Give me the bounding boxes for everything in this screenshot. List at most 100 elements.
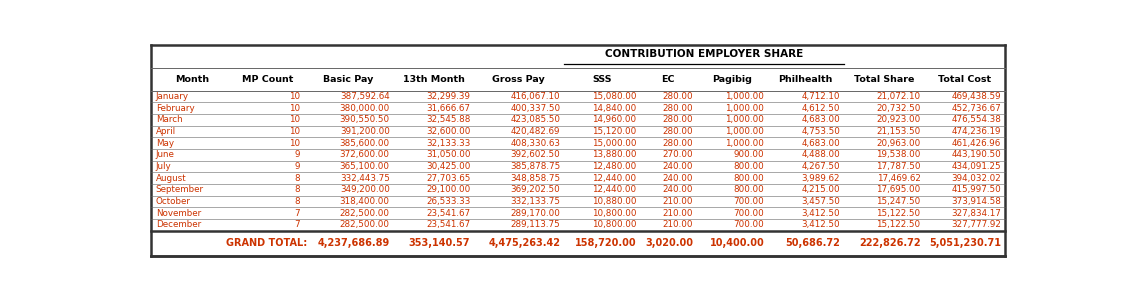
Text: 23,541.67: 23,541.67 [426,209,470,218]
Text: October: October [156,197,191,206]
Text: 4,215.00: 4,215.00 [801,185,840,195]
Text: 434,091.25: 434,091.25 [952,162,1002,171]
Text: EC: EC [661,75,675,84]
Text: 1,000.00: 1,000.00 [725,104,764,113]
Text: 17,469.62: 17,469.62 [876,174,920,183]
Text: 461,426.96: 461,426.96 [952,139,1002,148]
Text: 20,732.50: 20,732.50 [876,104,920,113]
Text: 240.00: 240.00 [662,174,693,183]
Text: 13,880.00: 13,880.00 [592,150,636,159]
Text: February: February [156,104,194,113]
Text: 365,100.00: 365,100.00 [340,162,390,171]
Text: 12,480.00: 12,480.00 [592,162,636,171]
Text: 408,330.63: 408,330.63 [510,139,561,148]
Text: 3,457.50: 3,457.50 [801,197,840,206]
Text: 17,695.00: 17,695.00 [876,185,920,195]
Text: 474,236.19: 474,236.19 [952,127,1002,136]
Text: 380,000.00: 380,000.00 [340,104,390,113]
Text: 12,440.00: 12,440.00 [592,174,636,183]
Text: 7: 7 [294,221,300,229]
Text: 9: 9 [294,162,300,171]
Text: 210.00: 210.00 [662,221,693,229]
Text: 15,247.50: 15,247.50 [876,197,920,206]
Text: 1,000.00: 1,000.00 [725,127,764,136]
Text: May: May [156,139,174,148]
Text: MP Count: MP Count [241,75,293,84]
Text: Philhealth: Philhealth [778,75,832,84]
Text: 270.00: 270.00 [662,150,693,159]
Text: 10,880.00: 10,880.00 [592,197,636,206]
Text: 4,612.50: 4,612.50 [802,104,840,113]
Text: 900.00: 900.00 [733,150,764,159]
Text: 476,554.38: 476,554.38 [951,116,1002,125]
Text: 469,438.59: 469,438.59 [952,92,1002,101]
Text: 14,840.00: 14,840.00 [592,104,636,113]
Text: January: January [156,92,188,101]
Text: 32,133.33: 32,133.33 [426,139,470,148]
Text: 700.00: 700.00 [733,197,764,206]
Text: Total Cost: Total Cost [937,75,992,84]
Text: GRAND TOTAL:: GRAND TOTAL: [227,238,308,249]
Text: 32,545.88: 32,545.88 [426,116,470,125]
Text: November: November [156,209,201,218]
Text: 21,153.50: 21,153.50 [876,127,920,136]
Text: 29,100.00: 29,100.00 [426,185,470,195]
Text: 392,602.50: 392,602.50 [511,150,561,159]
Text: 31,666.67: 31,666.67 [426,104,470,113]
Text: 31,050.00: 31,050.00 [426,150,470,159]
Text: 17,787.50: 17,787.50 [876,162,920,171]
Text: 8: 8 [294,174,300,183]
Text: 10,400.00: 10,400.00 [710,238,764,249]
Text: 20,923.00: 20,923.00 [876,116,920,125]
Text: 4,712.10: 4,712.10 [802,92,840,101]
Text: 240.00: 240.00 [662,185,693,195]
Text: 423,085.50: 423,085.50 [510,116,561,125]
Text: 416,067.10: 416,067.10 [511,92,561,101]
Text: 10: 10 [289,139,300,148]
Text: 13th Month: 13th Month [403,75,465,84]
Text: 12,440.00: 12,440.00 [592,185,636,195]
Text: 400,337.50: 400,337.50 [510,104,561,113]
Text: 32,299.39: 32,299.39 [426,92,470,101]
Text: 8: 8 [294,185,300,195]
Text: 318,400.00: 318,400.00 [340,197,390,206]
Text: 10,800.00: 10,800.00 [592,209,636,218]
Text: 348,858.75: 348,858.75 [510,174,561,183]
Text: 289,170.00: 289,170.00 [511,209,561,218]
Text: CONTRIBUTION EMPLOYER SHARE: CONTRIBUTION EMPLOYER SHARE [605,49,803,59]
Text: December: December [156,221,201,229]
Text: 20,963.00: 20,963.00 [876,139,920,148]
Text: 280.00: 280.00 [662,92,693,101]
Text: 10: 10 [289,104,300,113]
Text: 15,122.50: 15,122.50 [876,209,920,218]
Text: 7: 7 [294,209,300,218]
Text: 280.00: 280.00 [662,116,693,125]
Text: September: September [156,185,204,195]
Text: 800.00: 800.00 [733,174,764,183]
Text: 15,120.00: 15,120.00 [592,127,636,136]
Text: SSS: SSS [592,75,611,84]
Text: Basic Pay: Basic Pay [323,75,373,84]
Text: Gross Pay: Gross Pay [493,75,545,84]
Text: 385,878.75: 385,878.75 [510,162,561,171]
Text: April: April [156,127,176,136]
Text: 26,533.33: 26,533.33 [426,197,470,206]
Text: 1,000.00: 1,000.00 [725,116,764,125]
Text: 372,600.00: 372,600.00 [340,150,390,159]
Text: 3,412.50: 3,412.50 [801,221,840,229]
Text: 1,000.00: 1,000.00 [725,92,764,101]
Text: 700.00: 700.00 [733,209,764,218]
Text: 800.00: 800.00 [733,162,764,171]
Text: 10: 10 [289,116,300,125]
Text: 327,777.92: 327,777.92 [951,221,1002,229]
Text: Month: Month [175,75,209,84]
Text: 15,122.50: 15,122.50 [876,221,920,229]
Text: Pagibig: Pagibig [712,75,752,84]
Text: 240.00: 240.00 [662,162,693,171]
Text: 332,443.75: 332,443.75 [340,174,390,183]
Text: 50,686.72: 50,686.72 [785,238,840,249]
Text: 373,914.58: 373,914.58 [951,197,1002,206]
Text: 10,800.00: 10,800.00 [592,221,636,229]
Text: 415,997.50: 415,997.50 [951,185,1002,195]
Text: 10: 10 [289,127,300,136]
